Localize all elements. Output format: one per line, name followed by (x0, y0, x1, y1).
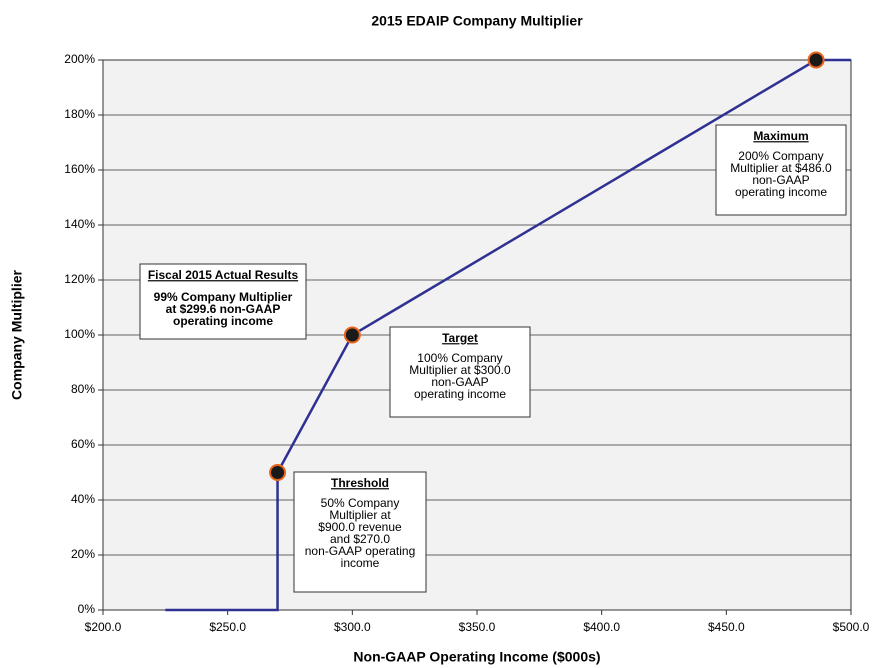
x-tick-label: $500.0 (833, 620, 870, 634)
annotation-box (293, 471, 427, 593)
annotation-text: non-GAAP operating (305, 544, 416, 558)
y-tick-label: 140% (64, 217, 95, 231)
annotation-title: Fiscal 2015 Actual Results (148, 268, 299, 282)
y-tick-label: 200% (64, 52, 95, 66)
y-tick-label: 60% (71, 437, 95, 451)
x-tick-label: $300.0 (334, 620, 371, 634)
annotation-text: and $270.0 (330, 532, 390, 546)
annotation-text: non-GAAP (752, 173, 809, 187)
y-tick-label: 160% (64, 162, 95, 176)
marker (343, 326, 361, 344)
x-tick-label: $350.0 (459, 620, 496, 634)
plot-border (102, 59, 852, 611)
annotation-text: non-GAAP (431, 375, 488, 389)
y-tick-label: 180% (64, 107, 95, 121)
annotation-text: 99% Company Multiplier (154, 290, 293, 304)
annotation-text: operating income (414, 387, 506, 401)
x-tick-label: $200.0 (85, 620, 122, 634)
annotation-text: operating income (173, 314, 273, 328)
marker (269, 464, 287, 481)
annotation-box (139, 263, 307, 340)
annotation-text: Multiplier at $486.0 (730, 161, 832, 175)
y-tick-label: 0% (78, 602, 96, 616)
annotation-text: Multiplier at $300.0 (409, 363, 511, 377)
y-tick-label: 100% (64, 327, 95, 341)
y-axis-label: Company Multiplier (9, 270, 25, 400)
marker (807, 51, 825, 69)
annotation-text: Multiplier at (329, 508, 391, 522)
y-tick-label: 20% (71, 547, 95, 561)
annotation-title: Maximum (753, 129, 808, 143)
annotation-box (389, 326, 531, 418)
x-tick-label: $400.0 (583, 620, 620, 634)
annotation-text: operating income (735, 185, 827, 199)
annotation-title: Threshold (331, 476, 389, 490)
annotation-text: 100% Company (417, 351, 502, 365)
chart-title: 2015 EDAIP Company Multiplier (371, 13, 583, 29)
annotation-text: at $299.6 non-GAAP (166, 302, 281, 316)
y-tick-label: 80% (71, 382, 95, 396)
annotation-text: income (341, 556, 380, 570)
annotation-title: Target (442, 331, 478, 345)
y-tick-label: 120% (64, 272, 95, 286)
annotation-text: $900.0 revenue (318, 520, 402, 534)
x-axis-label: Non-GAAP Operating Income ($000s) (353, 649, 600, 665)
annotation-text: 200% Company (738, 149, 823, 163)
y-tick-label: 40% (71, 492, 95, 506)
annotation-text: 50% Company (321, 496, 400, 510)
annotation-box (715, 124, 847, 216)
x-tick-label: $450.0 (708, 620, 745, 634)
x-tick-label: $250.0 (209, 620, 246, 634)
